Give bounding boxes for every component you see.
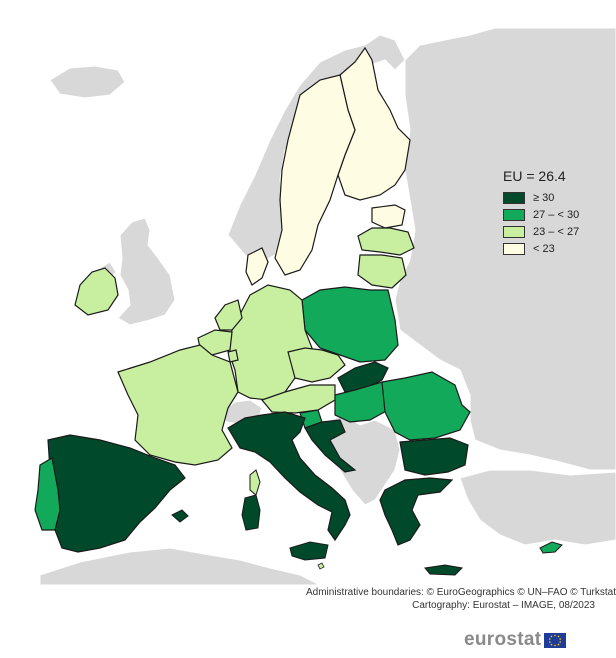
region-malta (317, 562, 325, 570)
legend-classes: ≥ 30 27 – < 30 23 – < 27 < 23 (503, 190, 579, 257)
region-corsica (249, 469, 261, 496)
region-greece (379, 477, 454, 546)
eurostat-logo: eurostat (464, 629, 567, 650)
region-estonia (371, 204, 406, 229)
legend-item: ≥ 30 (503, 190, 579, 206)
region-lithuania (357, 254, 407, 289)
legend-item: 23 – < 27 (503, 224, 579, 240)
legend-swatch (503, 209, 525, 221)
legend-label: 27 – < 30 (533, 209, 580, 221)
legend-label: ≥ 30 (533, 192, 555, 204)
region-italy (227, 411, 351, 542)
credit-boundaries: Administrative boundaries: © EuroGeograp… (305, 587, 616, 598)
legend-item: < 23 (503, 241, 579, 257)
choropleth-map (34, 28, 616, 585)
logo-wordmark: eurostat (464, 629, 542, 650)
region-croatia (304, 419, 357, 473)
legend-label: 23 – < 27 (533, 226, 580, 238)
legend-title: EU = 26.4 (503, 168, 566, 184)
region-czechia (287, 347, 346, 383)
legend-label: < 23 (533, 243, 555, 255)
region-portugal (34, 457, 61, 531)
region-romania (381, 371, 471, 441)
region-france (117, 344, 239, 466)
region-sweden (274, 74, 356, 276)
region-denmark (245, 247, 269, 286)
region-ireland (74, 267, 119, 316)
region-cyprus (539, 541, 563, 554)
region-bulgaria (399, 437, 469, 476)
region-crete (424, 564, 464, 576)
legend-swatch (503, 192, 525, 204)
legend-swatch (503, 226, 525, 238)
legend-item: 27 – < 30 (503, 207, 579, 223)
map-legend: EU = 26.4 ≥ 30 27 – < 30 23 – < 27 < 23 (503, 168, 579, 258)
eu-flag-icon (544, 632, 567, 648)
region-balearic (171, 509, 189, 523)
region-sardinia (241, 494, 261, 531)
map-credits: Administrative boundaries: © EuroGeograp… (216, 586, 616, 612)
credit-cartography: Cartography: Eurostat – IMAGE, 08/2023 (412, 600, 595, 611)
region-sicily (289, 541, 329, 561)
region-poland (301, 286, 399, 363)
region-latvia (357, 227, 415, 256)
legend-swatch (503, 243, 525, 255)
region-luxembourg (227, 349, 239, 363)
